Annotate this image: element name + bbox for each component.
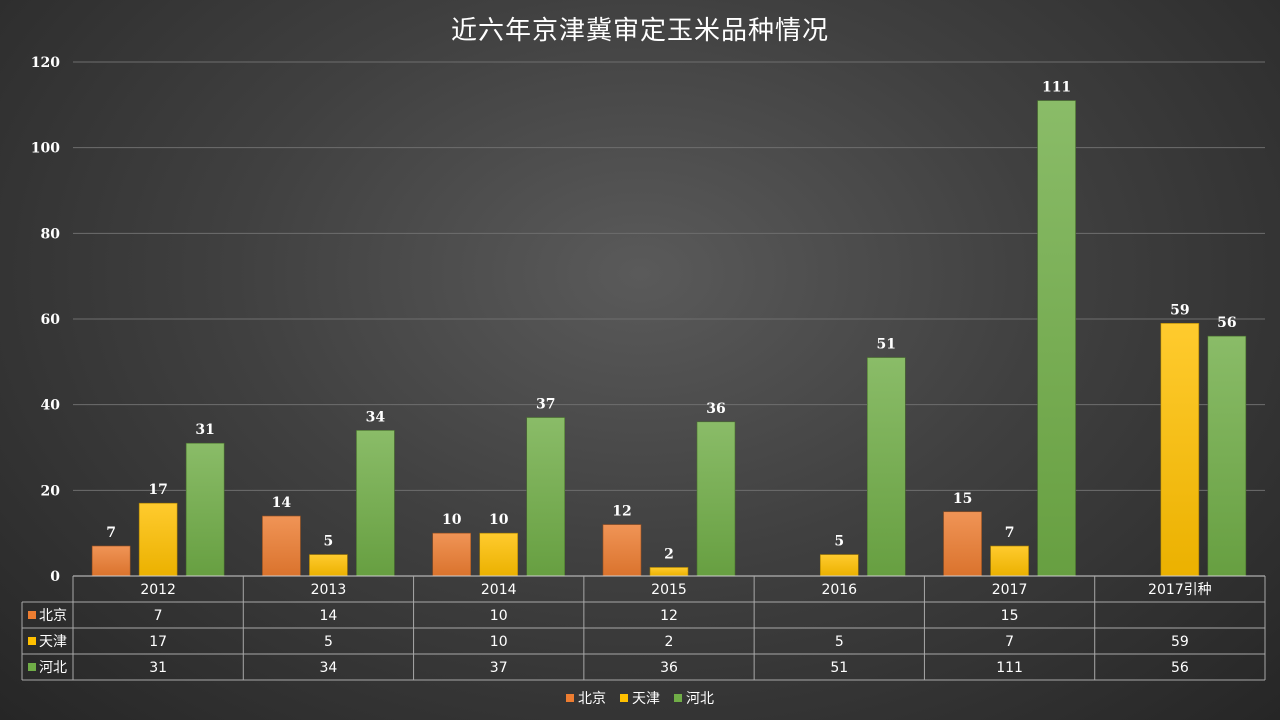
y-tick-label: 120 bbox=[31, 55, 60, 71]
data-label: 10 bbox=[489, 512, 509, 528]
chart-title: 近六年京津冀审定玉米品种情况 bbox=[450, 16, 829, 46]
legend-item: 河北 bbox=[674, 688, 714, 708]
table-cell: 5 bbox=[324, 634, 333, 650]
legend-label: 天津 bbox=[632, 691, 660, 707]
bar-河北-2016 bbox=[866, 357, 906, 577]
data-label: 56 bbox=[1217, 315, 1236, 331]
data-label: 15 bbox=[953, 491, 972, 507]
category-label: 2014 bbox=[481, 582, 517, 598]
table-cell: 14 bbox=[320, 608, 338, 624]
table-cell: 5 bbox=[835, 634, 844, 650]
data-label: 14 bbox=[272, 495, 292, 511]
bar-河北-2014 bbox=[526, 417, 566, 577]
bar-河北-2013 bbox=[356, 430, 395, 577]
series-key-北京 bbox=[28, 611, 36, 619]
table-cell: 56 bbox=[1171, 660, 1189, 676]
legend-label: 北京 bbox=[578, 691, 606, 707]
data-label: 5 bbox=[834, 534, 844, 550]
y-tick-label: 80 bbox=[41, 226, 61, 242]
y-tick-label: 0 bbox=[50, 569, 60, 585]
legend-item: 北京 bbox=[566, 688, 606, 708]
table-cell: 2 bbox=[665, 634, 674, 650]
data-label: 7 bbox=[106, 525, 116, 541]
bar-天津-2015 bbox=[649, 567, 689, 577]
legend-swatch bbox=[620, 694, 628, 702]
bar-天津-2013 bbox=[309, 554, 348, 577]
category-label: 2017 bbox=[992, 582, 1028, 598]
y-tick-label: 40 bbox=[41, 398, 61, 414]
legend-swatch bbox=[566, 694, 574, 702]
series-key-河北 bbox=[28, 663, 36, 671]
category-label: 2015 bbox=[651, 582, 687, 598]
legend: 北京 天津 河北 bbox=[0, 688, 1280, 708]
bar-北京-2014 bbox=[432, 532, 472, 577]
data-label: 10 bbox=[442, 512, 462, 528]
category-label: 2017引种 bbox=[1148, 582, 1212, 598]
data-label: 17 bbox=[148, 482, 167, 498]
bar-河北-2012 bbox=[185, 442, 225, 577]
bar-北京-2017 bbox=[943, 511, 982, 577]
bar-河北-2015 bbox=[696, 421, 736, 577]
bar-河北-2017 bbox=[1037, 100, 1076, 577]
bar-天津-2017引种 bbox=[1160, 322, 1200, 577]
grid-lines bbox=[73, 61, 1265, 491]
data-label: 12 bbox=[612, 504, 631, 520]
bars bbox=[91, 100, 1247, 577]
y-tick-label: 20 bbox=[41, 483, 61, 499]
data-label: 31 bbox=[195, 422, 214, 438]
data-label: 34 bbox=[366, 409, 386, 425]
bar-北京-2013 bbox=[262, 515, 301, 577]
data-label: 111 bbox=[1042, 80, 1071, 96]
y-tick-label: 60 bbox=[41, 312, 61, 328]
data-label: 7 bbox=[1005, 525, 1015, 541]
category-label: 2016 bbox=[821, 582, 857, 598]
category-label: 2013 bbox=[311, 582, 347, 598]
legend-label: 河北 bbox=[686, 691, 714, 707]
table-cell: 111 bbox=[996, 660, 1023, 676]
legend-item: 天津 bbox=[620, 688, 660, 708]
data-label: 5 bbox=[324, 534, 334, 550]
table-cell: 36 bbox=[660, 660, 678, 676]
data-label: 36 bbox=[706, 401, 725, 417]
table-cell: 15 bbox=[1001, 608, 1019, 624]
table-cell: 37 bbox=[490, 660, 508, 676]
table-cell: 34 bbox=[320, 660, 338, 676]
data-label: 59 bbox=[1170, 302, 1189, 318]
series-key-天津 bbox=[28, 637, 36, 645]
table-cell: 10 bbox=[490, 634, 508, 650]
bar-北京-2012 bbox=[91, 545, 131, 577]
table-cell: 7 bbox=[154, 608, 163, 624]
table-cell: 17 bbox=[149, 634, 167, 650]
table-cell: 12 bbox=[660, 608, 678, 624]
series-row-label: 天津 bbox=[39, 634, 67, 650]
table-cell: 51 bbox=[830, 660, 848, 676]
data-label: 37 bbox=[536, 397, 555, 413]
data-labels: 7 17 31 14 5 34 10 10 37 12 2 36 5 51 15 7 111 59 56 bbox=[106, 80, 1236, 563]
series-row-label: 北京 bbox=[39, 608, 67, 624]
bar-天津-2016 bbox=[819, 554, 859, 577]
series-row-label: 河北 bbox=[39, 660, 67, 676]
bar-北京-2015 bbox=[602, 524, 642, 577]
table-cell: 10 bbox=[490, 608, 508, 624]
table-cell: 7 bbox=[1005, 634, 1014, 650]
legend-swatch bbox=[674, 694, 682, 702]
bar-天津-2017 bbox=[990, 545, 1029, 577]
y-tick-label: 100 bbox=[31, 141, 60, 157]
data-label: 51 bbox=[877, 337, 896, 353]
data-label: 2 bbox=[664, 546, 674, 562]
bar-天津-2014 bbox=[479, 532, 519, 577]
bar-天津-2012 bbox=[138, 502, 178, 577]
table-cell: 59 bbox=[1171, 634, 1189, 650]
category-label: 2012 bbox=[140, 582, 176, 598]
y-axis: 0 20 40 60 80 100 120 bbox=[31, 55, 60, 585]
bar-河北-2017引种 bbox=[1207, 335, 1247, 577]
table-cell: 31 bbox=[149, 660, 167, 676]
